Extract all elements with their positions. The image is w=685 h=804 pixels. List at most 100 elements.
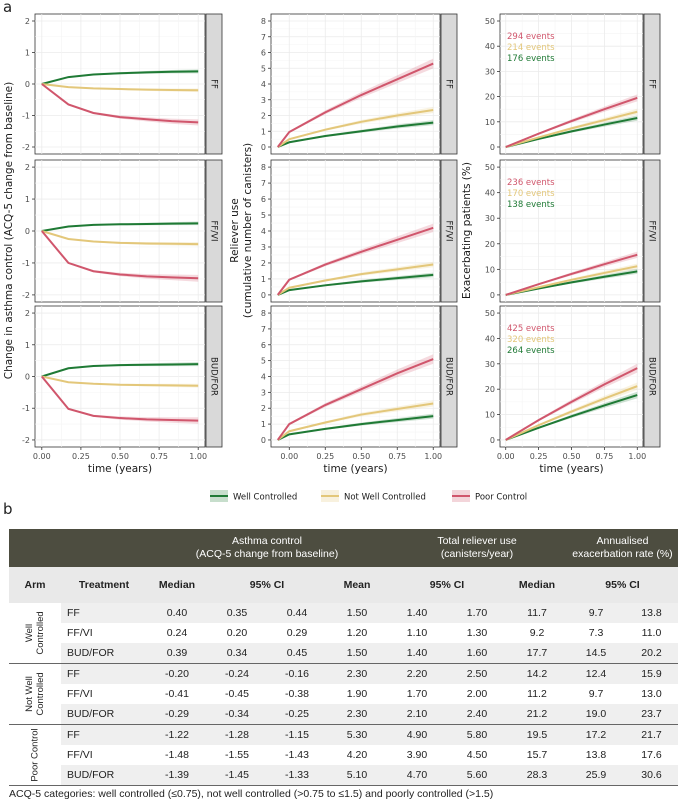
event-count-annotation: 214 events xyxy=(507,43,555,53)
arm-label-cell: Not Well Controlled xyxy=(9,663,61,725)
x-tick-label: 0.25 xyxy=(72,452,90,461)
event-count-annotation: 294 events xyxy=(507,32,555,42)
legend-label: Poor Control xyxy=(475,493,527,503)
treatment-cell: FF/VI xyxy=(67,749,93,761)
series-line xyxy=(277,108,434,148)
col-header-ci: 95% CI xyxy=(249,579,285,591)
series-line xyxy=(41,230,199,280)
event-count-annotation: 176 events xyxy=(507,54,555,64)
y-tick-label: 6 xyxy=(261,341,266,350)
value-cell: 0.45 xyxy=(267,643,327,664)
y-axis-label: Reliever use xyxy=(229,198,241,263)
value-cell: -1.55 xyxy=(225,749,249,761)
facet-strip-label: FF xyxy=(209,79,219,89)
y-tick-label: 20 xyxy=(485,240,495,249)
treatment-cell: FF xyxy=(61,663,147,684)
series-line xyxy=(505,96,638,148)
y-tick-label: 2 xyxy=(261,404,266,413)
series-line xyxy=(505,253,638,296)
value-cell: 9.7 xyxy=(588,688,604,700)
y-tick-label: 50 xyxy=(485,17,495,26)
y-tick-label: 0 xyxy=(261,143,266,152)
y-tick-label: 0 xyxy=(25,373,30,382)
y-tick-label: 4 xyxy=(261,373,266,382)
value-cell: 1.70 xyxy=(447,603,507,623)
table-row: Not Well Controlled FF -0.20 -0.24 -0.16 2.30 2… xyxy=(9,663,678,725)
col-header-median: Median xyxy=(158,579,196,591)
panel-label-b: b xyxy=(3,500,13,518)
legend-item: Not Well Controlled xyxy=(321,490,426,503)
event-count-annotation: 425 events xyxy=(507,324,555,334)
value-cell: 9.7 xyxy=(567,603,625,623)
value-cell: 2.10 xyxy=(387,704,447,725)
y-tick-label: 30 xyxy=(485,360,495,369)
panel-label-a: a xyxy=(3,0,13,16)
value-cell: 1.10 xyxy=(406,627,428,639)
table-group-header-row: Asthma control (ACQ-5 change from baselin… xyxy=(9,529,678,567)
facet-strip xyxy=(205,305,223,448)
y-tick-label: 30 xyxy=(485,214,495,223)
value-cell: 17.6 xyxy=(641,749,662,761)
facet-strip xyxy=(205,13,223,155)
value-cell: 1.50 xyxy=(327,643,387,664)
facet-panel: -2 -1 0 1 2 FF xyxy=(22,13,223,155)
value-cell: 1.40 xyxy=(387,603,447,623)
facet-strip xyxy=(440,305,458,448)
value-cell: 19.0 xyxy=(567,704,625,725)
value-cell: 2.00 xyxy=(466,688,488,700)
value-cell: 21.2 xyxy=(507,704,567,725)
y-tick-label: 2 xyxy=(261,112,266,121)
treatment-cell: FF/VI xyxy=(67,688,93,700)
y-tick-label: 5 xyxy=(261,211,266,220)
value-cell: 0.44 xyxy=(267,603,327,623)
series-line xyxy=(277,273,434,296)
x-tick-label: 0.75 xyxy=(595,452,613,461)
y-tick-label: 1 xyxy=(25,49,30,58)
arm-label-line: Well xyxy=(24,623,35,643)
facet-panel: -2 -1 0 1 2 FF/VI xyxy=(22,159,223,303)
series-line xyxy=(41,83,199,92)
arm-label: Not Well Controlled xyxy=(24,672,46,715)
y-tick-label: -2 xyxy=(22,436,30,445)
value-cell: -0.24 xyxy=(207,663,267,684)
y-tick-label: 2 xyxy=(25,163,30,172)
value-cell: -1.33 xyxy=(267,765,327,786)
value-cell: 20.2 xyxy=(625,643,678,664)
value-cell: 14.5 xyxy=(567,643,625,664)
value-cell: 1.60 xyxy=(447,643,507,664)
table-row: FF/VI -0.41 -0.45 -0.38 1.90 1.70 2.00 11.2 9.7 1… xyxy=(9,684,678,704)
y-tick-label: 1 xyxy=(25,341,30,350)
table-row: Well Controlled FF 0.40 0.35 0.44 1.50 1.40 1.70… xyxy=(9,603,678,655)
series-line xyxy=(276,62,434,148)
series-line xyxy=(505,394,638,441)
value-cell: 4.70 xyxy=(387,765,447,786)
col-header-ci: 95% CI xyxy=(605,579,640,591)
arm-label-line: Controlled xyxy=(35,672,46,716)
value-cell: 0.29 xyxy=(286,627,308,639)
arm-label-cell: Well Controlled xyxy=(9,603,61,664)
y-tick-label: 50 xyxy=(485,163,495,172)
facet-strip-label: FF/VI xyxy=(209,221,219,242)
value-cell: -0.29 xyxy=(147,704,207,725)
y-tick-label: 0 xyxy=(261,436,266,445)
value-cell: 0.40 xyxy=(147,603,207,623)
value-cell: 1.40 xyxy=(387,643,447,664)
summary-table: Asthma control (ACQ-5 change from baselin… xyxy=(9,529,678,786)
y-tick-label: 10 xyxy=(485,411,495,420)
treatment-cell: BUD/FOR xyxy=(61,765,147,786)
y-tick-label: 7 xyxy=(261,179,266,188)
y-tick-label: 2 xyxy=(261,259,266,268)
x-tick-label: 0.25 xyxy=(530,452,548,461)
value-cell: 5.60 xyxy=(447,765,507,786)
y-tick-label: -1 xyxy=(22,404,30,413)
series-line xyxy=(41,222,199,232)
col-header-arm: Arm xyxy=(24,579,46,591)
value-cell: -1.28 xyxy=(207,724,267,745)
value-cell: 11.2 xyxy=(527,688,547,700)
value-cell: -0.16 xyxy=(267,663,327,684)
value-cell: 5.80 xyxy=(447,724,507,745)
value-cell: 2.40 xyxy=(447,704,507,725)
value-cell: 2.50 xyxy=(447,663,507,684)
